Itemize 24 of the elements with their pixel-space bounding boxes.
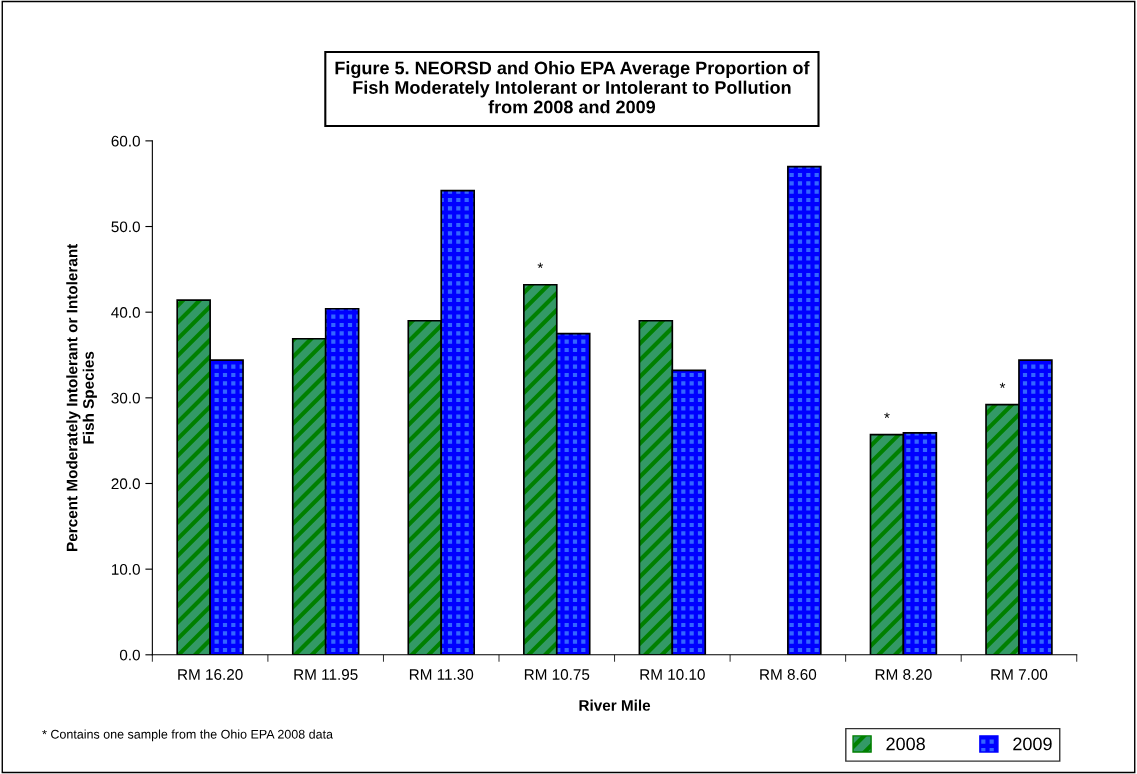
y-tick-label: 60.0 [111,135,140,147]
chart-title: Figure 5. NEORSD and Ohio EPA Average Proportion of Fish Moderately Intolerant or Intolerant to Pollution from 2008 and 2009 [335,61,810,114]
y-tick-label: 40.0 [111,307,140,318]
y-tick-label: 20.0 [111,478,140,490]
annotation: * [537,262,544,269]
x-tick-label: RM 11.30 [409,669,474,680]
x-tick-label: RM 16.20 [178,669,243,680]
y-tick-label: 10.0 [111,564,140,575]
legend-label: 2009 [1013,737,1052,751]
text: * Contains one sample from the Ohio EPA 2008 data [42,729,333,742]
legend-label: 2008 [886,737,925,751]
annotation: * [999,382,1006,389]
annotation: * [884,412,890,419]
x-tick-label: RM 10.75 [524,669,590,680]
y-tick-label: 30.0 [111,392,140,404]
y-axis-title: Percent Moderately Intolerant or Intolerant Fish Species [66,243,97,551]
x-tick-label: RM 8.20 [875,669,932,680]
y-tick-label: 0.0 [119,649,140,661]
x-tick-label: RM 7.00 [991,669,1048,680]
x-tick-label: RM 11.95 [294,669,358,680]
y-tick-label: 50.0 [111,221,140,233]
x-axis-title: River Mile [579,699,651,711]
x-tick-label: RM 10.10 [640,669,705,680]
x-tick-label: RM 8.60 [760,669,817,680]
